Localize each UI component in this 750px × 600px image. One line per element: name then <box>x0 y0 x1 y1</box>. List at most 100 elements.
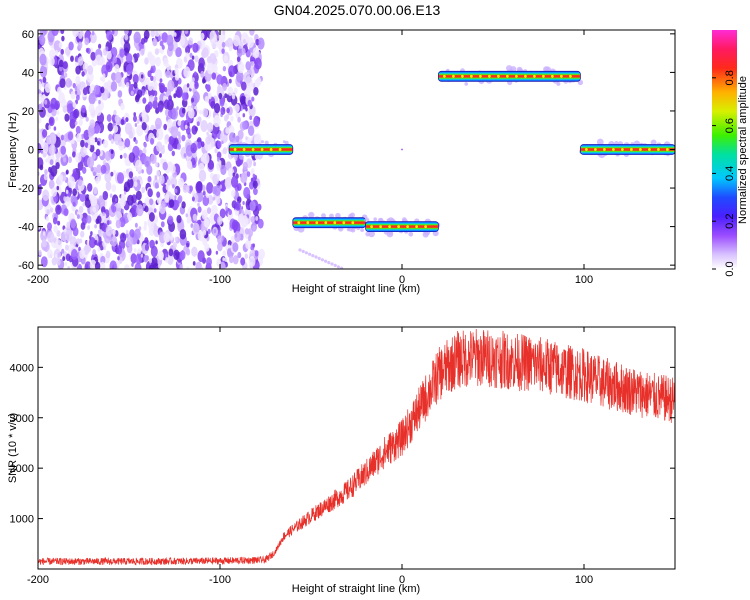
noise-speck <box>107 80 112 87</box>
noise-speck <box>185 52 190 59</box>
noise-speck <box>75 75 81 85</box>
noise-speck <box>222 250 227 257</box>
noise-speck <box>217 84 222 92</box>
noise-speck <box>153 208 157 213</box>
noise-speck <box>77 41 83 49</box>
noise-speck <box>183 66 191 78</box>
noise-speck <box>48 124 52 130</box>
noise-speck <box>120 193 126 203</box>
noise-speck <box>163 99 170 110</box>
noise-speck <box>89 32 97 44</box>
noise-speck <box>63 196 67 202</box>
noise-speck <box>257 203 262 211</box>
noise-speck <box>80 139 85 148</box>
noise-speck <box>174 73 180 81</box>
noise-speck <box>191 77 195 83</box>
noise-speck <box>134 262 142 269</box>
noise-speck <box>176 106 179 111</box>
noise-speck <box>133 31 141 44</box>
feature-halo <box>308 211 315 219</box>
noise-speck <box>166 34 174 47</box>
noise-speck <box>88 103 95 114</box>
noise-speck <box>61 35 65 42</box>
noise-speck <box>147 188 153 198</box>
noise-speck <box>195 181 203 194</box>
noise-speck <box>47 231 55 243</box>
feature-halo <box>264 140 269 145</box>
feature-peak <box>351 221 355 225</box>
noise-speck <box>167 109 173 118</box>
noise-speck <box>245 233 249 239</box>
noise-speck <box>153 90 158 97</box>
noise-speck <box>72 101 77 108</box>
noise-speck <box>136 45 140 51</box>
noise-speck <box>197 250 205 263</box>
noise-speck <box>39 53 47 66</box>
feature-peak <box>506 74 509 78</box>
noise-speck <box>241 81 247 91</box>
noise-speck <box>142 97 147 104</box>
noise-speck <box>75 125 81 135</box>
noise-speck <box>105 225 113 237</box>
noise-speck <box>62 175 67 182</box>
noise-speck <box>38 131 42 139</box>
noise-speck <box>234 231 241 243</box>
faint-trace <box>314 255 318 259</box>
noise-speck <box>192 213 198 221</box>
noise-speck <box>74 86 78 91</box>
noise-speck <box>136 124 144 137</box>
noise-speck <box>148 95 154 104</box>
noise-speck <box>73 108 80 119</box>
noise-speck <box>65 244 69 251</box>
noise-speck <box>159 78 163 83</box>
feature-peak <box>397 225 400 229</box>
snr-plot-area <box>38 329 675 566</box>
noise-speck <box>38 80 42 90</box>
noise-speck <box>48 116 55 127</box>
noise-speck <box>42 76 47 83</box>
noise-speck <box>225 113 230 120</box>
noise-speck <box>47 222 52 231</box>
noise-speck <box>231 93 236 100</box>
noise-speck <box>87 125 95 137</box>
noise-speck <box>202 78 206 84</box>
noise-speck <box>97 247 101 252</box>
noise-speck <box>230 115 234 122</box>
noise-speck <box>204 243 210 252</box>
feature-halo <box>346 228 350 232</box>
noise-speck <box>81 104 86 113</box>
noise-speck <box>206 131 209 136</box>
noise-speck <box>86 240 90 245</box>
faint-trace <box>317 256 321 260</box>
noise-speck <box>252 47 260 59</box>
faint-trace <box>327 261 331 265</box>
noise-speck <box>71 138 75 144</box>
noise-speck <box>167 255 174 265</box>
y-tick-label: 0 <box>28 145 34 157</box>
noise-speck <box>133 82 138 89</box>
noise-speck <box>192 261 196 266</box>
noise-speck <box>247 37 255 48</box>
noise-speck <box>70 55 74 62</box>
noise-speck <box>88 237 96 249</box>
noise-speck <box>39 30 47 37</box>
feature-band <box>292 217 366 229</box>
noise-speck <box>191 125 198 135</box>
noise-speck <box>48 166 52 173</box>
noise-speck <box>250 177 254 182</box>
noise-speck <box>204 95 209 103</box>
noise-speck <box>104 83 108 88</box>
noise-speck <box>168 248 174 257</box>
noise-speck <box>228 244 231 249</box>
noise-speck <box>197 141 202 149</box>
noise-speck <box>76 238 81 245</box>
noise-speck <box>186 266 190 269</box>
feature-peak <box>260 148 264 151</box>
noise-speck <box>220 164 227 176</box>
feature-peak <box>657 148 660 151</box>
noise-speck <box>224 176 232 190</box>
noise-speck <box>244 228 249 235</box>
noise-speck <box>64 261 68 267</box>
noise-speck <box>175 86 183 98</box>
noise-speck <box>100 76 103 81</box>
